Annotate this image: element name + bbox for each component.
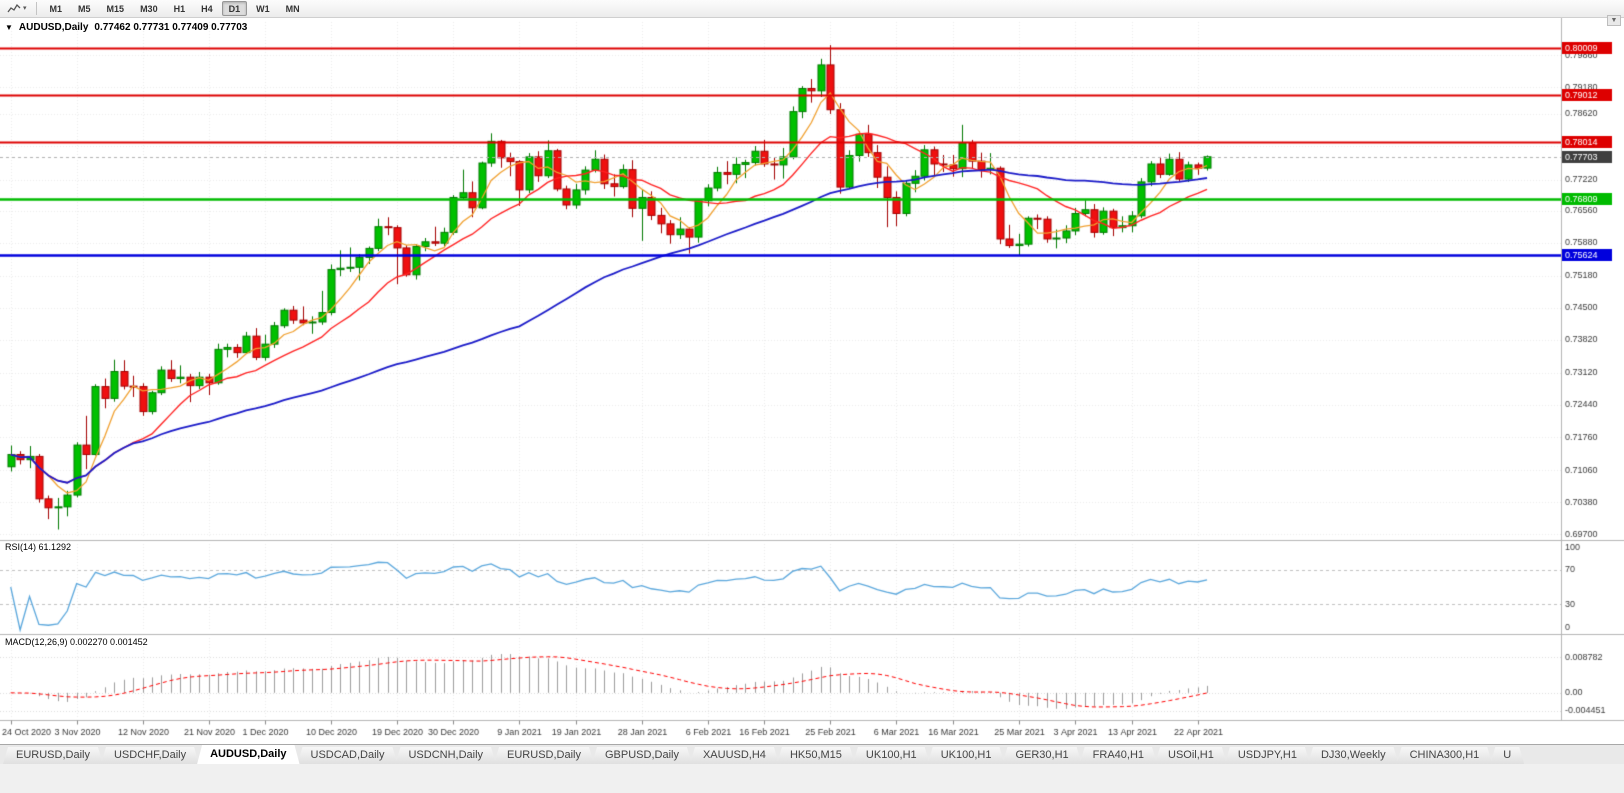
chart-tab-fra40-h1[interactable]: FRA40,H1 (1080, 747, 1157, 764)
timeframe-button-d1[interactable]: D1 (221, 1, 248, 16)
chart-tab-eurusd-daily[interactable]: EURUSD,Daily (3, 747, 103, 764)
timeframe-button-h1[interactable]: H1 (167, 1, 193, 16)
price-scale-menu-arrow[interactable]: ▼ (1607, 15, 1621, 26)
chart-tab-uk100-h1[interactable]: UK100,H1 (853, 747, 930, 764)
chart-tab-usdjpy-h1[interactable]: USDJPY,H1 (1225, 747, 1310, 764)
timeframe-button-mn[interactable]: MN (279, 1, 307, 16)
chart-tab-usoil-h1[interactable]: USOil,H1 (1155, 747, 1227, 764)
chart-tab-usdcad-daily[interactable]: USDCAD,Daily (298, 747, 398, 764)
chart-tabs-bar: EURUSD,Daily USDCHF,Daily AUDUSD,Daily USDC… (0, 744, 1624, 764)
status-strip (0, 764, 1624, 793)
chart-tab-u[interactable]: U (1490, 747, 1524, 764)
timeframe-button-m5[interactable]: M5 (71, 1, 98, 16)
chart-tab-ger30-h1[interactable]: GER30,H1 (1002, 747, 1081, 764)
timeframe-button-m1[interactable]: M1 (43, 1, 70, 16)
chart-tab-hk50-m15[interactable]: HK50,M15 (777, 747, 855, 764)
chart-tab-china300-h1[interactable]: CHINA300,H1 (1397, 747, 1493, 764)
toolbar-separator (35, 2, 37, 15)
chevron-down-icon: ▾ (23, 4, 27, 12)
chart-tab-xauusd-h4[interactable]: XAUUSD,H4 (690, 747, 779, 764)
line-chart-glyph (7, 3, 21, 12)
chart-tab-usdcnh-daily[interactable]: USDCNH,Daily (395, 747, 496, 764)
chart-tab-dj30-weekly[interactable]: DJ30,Weekly (1308, 747, 1399, 764)
chart-window (0, 18, 1624, 744)
chart-tab-uk100-h1[interactable]: UK100,H1 (928, 747, 1005, 764)
chart-style-icon[interactable]: ▾ (3, 1, 31, 17)
timeframe-buttons: M1 M5 M15 M30 H1 H4 D1 W1 MN (42, 1, 308, 16)
timeframe-button-w1[interactable]: W1 (249, 1, 277, 16)
timeframe-button-h4[interactable]: H4 (194, 1, 220, 16)
timeframe-button-m15[interactable]: M15 (100, 1, 132, 16)
timeframe-toolbar: ▾ M1 M5 M15 M30 H1 H4 D1 W1 MN (0, 0, 1624, 18)
chart-tab-audusd-daily[interactable]: AUDUSD,Daily (197, 745, 299, 764)
chart-tab-eurusd-daily[interactable]: EURUSD,Daily (494, 747, 594, 764)
timeframe-button-m30[interactable]: M30 (133, 1, 165, 16)
chart-tab-gbpusd-daily[interactable]: GBPUSD,Daily (592, 747, 692, 764)
chart-tab-usdchf-daily[interactable]: USDCHF,Daily (101, 747, 199, 764)
price-chart-canvas[interactable] (0, 18, 1624, 744)
